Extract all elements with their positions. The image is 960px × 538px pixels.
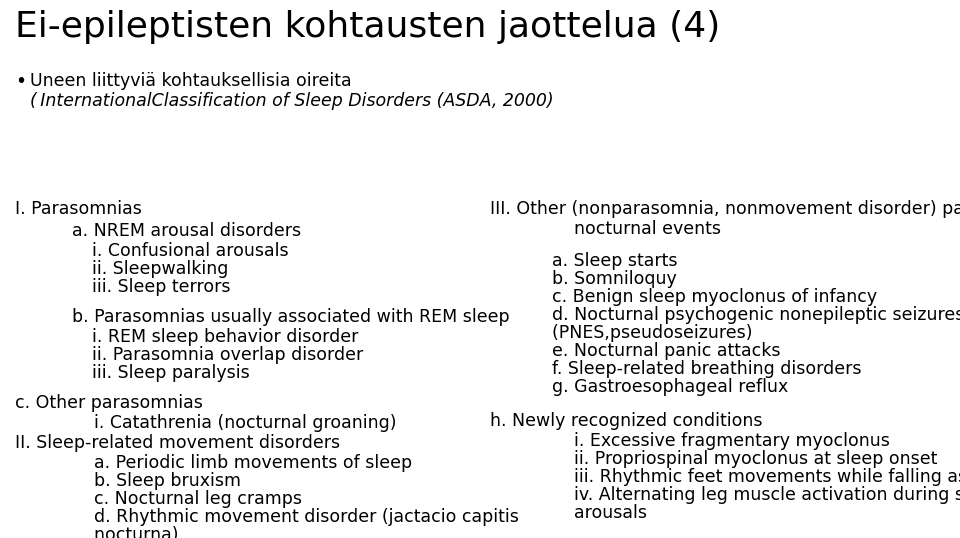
Text: g. Gastroesophageal reflux: g. Gastroesophageal reflux — [530, 378, 788, 396]
Text: b. Sleep bruxism: b. Sleep bruxism — [50, 472, 241, 490]
Text: ii. Parasomnia overlap disorder: ii. Parasomnia overlap disorder — [70, 346, 363, 364]
Text: a. NREM arousal disorders: a. NREM arousal disorders — [50, 222, 301, 240]
Text: nocturna): nocturna) — [50, 526, 179, 538]
Text: d. Nocturnal psychogenic nonepileptic seizures: d. Nocturnal psychogenic nonepileptic se… — [530, 306, 960, 324]
Text: nocturnal events: nocturnal events — [530, 220, 721, 238]
Text: b. Somniloquy: b. Somniloquy — [530, 270, 677, 288]
Text: •: • — [15, 72, 26, 91]
Text: ii. Propriospinal myoclonus at sleep onset: ii. Propriospinal myoclonus at sleep ons… — [530, 450, 937, 468]
Text: c. Benign sleep myoclonus of infancy: c. Benign sleep myoclonus of infancy — [530, 288, 877, 306]
Text: I. Parasomnias: I. Parasomnias — [15, 200, 142, 218]
Text: b. Parasomnias usually associated with REM sleep: b. Parasomnias usually associated with R… — [50, 308, 510, 326]
Text: Ei-epileptisten kohtausten jaottelua (4): Ei-epileptisten kohtausten jaottelua (4) — [15, 10, 720, 44]
Text: e. Nocturnal panic attacks: e. Nocturnal panic attacks — [530, 342, 780, 360]
Text: h. Newly recognized conditions: h. Newly recognized conditions — [490, 412, 762, 430]
Text: i. Catathrenia (nocturnal groaning): i. Catathrenia (nocturnal groaning) — [50, 414, 396, 432]
Text: iii. Sleep terrors: iii. Sleep terrors — [70, 278, 230, 296]
Text: iv. Alternating leg muscle activation during sleep and: iv. Alternating leg muscle activation du… — [530, 486, 960, 504]
Text: c. Other parasomnias: c. Other parasomnias — [15, 394, 203, 412]
Text: ( InternationalClassification of Sleep Disorders (ASDA, 2000): ( InternationalClassification of Sleep D… — [30, 92, 554, 110]
Text: i. Confusional arousals: i. Confusional arousals — [70, 242, 289, 260]
Text: i. REM sleep behavior disorder: i. REM sleep behavior disorder — [70, 328, 358, 346]
Text: ii. Sleepwalking: ii. Sleepwalking — [70, 260, 228, 278]
Text: a. Sleep starts: a. Sleep starts — [530, 252, 678, 270]
Text: iii. Rhythmic feet movements while falling asleep: iii. Rhythmic feet movements while falli… — [530, 468, 960, 486]
Text: arousals: arousals — [530, 504, 647, 522]
Text: i. Excessive fragmentary myoclonus: i. Excessive fragmentary myoclonus — [530, 432, 890, 450]
Text: d. Rhythmic movement disorder (jactacio capitis: d. Rhythmic movement disorder (jactacio … — [50, 508, 518, 526]
Text: f. Sleep-related breathing disorders: f. Sleep-related breathing disorders — [530, 360, 861, 378]
Text: Uneen liittyviä kohtauksellisia oireita: Uneen liittyviä kohtauksellisia oireita — [30, 72, 351, 90]
Text: II. Sleep-related movement disorders: II. Sleep-related movement disorders — [15, 434, 340, 452]
Text: III. Other (nonparasomnia, nonmovement disorder) paroxysmal: III. Other (nonparasomnia, nonmovement d… — [490, 200, 960, 218]
Text: (PNES,pseudoseizures): (PNES,pseudoseizures) — [530, 324, 753, 342]
Text: iii. Sleep paralysis: iii. Sleep paralysis — [70, 364, 250, 382]
Text: c. Nocturnal leg cramps: c. Nocturnal leg cramps — [50, 490, 302, 508]
Text: a. Periodic limb movements of sleep: a. Periodic limb movements of sleep — [50, 454, 412, 472]
